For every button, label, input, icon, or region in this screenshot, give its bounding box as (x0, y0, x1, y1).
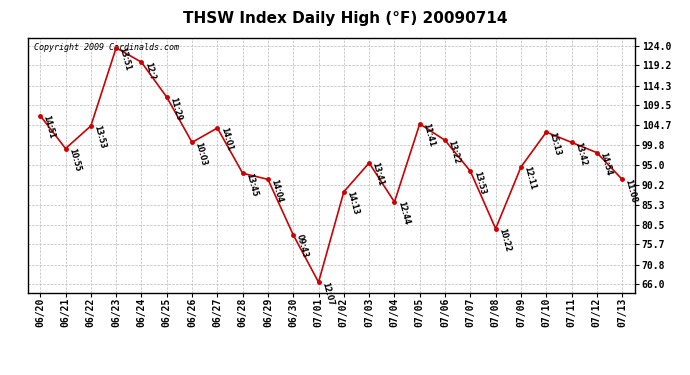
Text: 10:55: 10:55 (67, 147, 82, 172)
Text: 14:51: 14:51 (41, 114, 57, 140)
Text: 14:13: 14:13 (345, 190, 360, 216)
Text: 14:04: 14:04 (269, 178, 284, 204)
Text: 11:29: 11:29 (168, 96, 183, 122)
Text: 13:42: 13:42 (573, 141, 588, 166)
Text: 12:?: 12:? (143, 61, 156, 81)
Text: 13:53: 13:53 (472, 170, 486, 195)
Text: 13:22: 13:22 (446, 139, 462, 165)
Text: 12:44: 12:44 (396, 201, 411, 226)
Text: 14:54: 14:54 (598, 151, 613, 177)
Text: 13:53: 13:53 (92, 124, 107, 150)
Text: 11:08: 11:08 (624, 178, 638, 204)
Text: 10:22: 10:22 (497, 227, 512, 253)
Text: 12:07: 12:07 (320, 281, 335, 307)
Text: 13:41: 13:41 (371, 162, 386, 187)
Text: THSW Index Daily High (°F) 20090714: THSW Index Daily High (°F) 20090714 (183, 11, 507, 26)
Text: 13:51: 13:51 (117, 46, 132, 72)
Text: 10:03: 10:03 (193, 141, 208, 166)
Text: 15:13: 15:13 (548, 131, 562, 156)
Text: 11:41: 11:41 (421, 123, 436, 148)
Text: 13:45: 13:45 (244, 172, 259, 197)
Text: Copyright 2009 Cardinalds.com: Copyright 2009 Cardinalds.com (34, 43, 179, 52)
Text: 09:43: 09:43 (295, 234, 310, 259)
Text: 12:11: 12:11 (522, 166, 538, 191)
Text: 14:01: 14:01 (219, 127, 234, 152)
